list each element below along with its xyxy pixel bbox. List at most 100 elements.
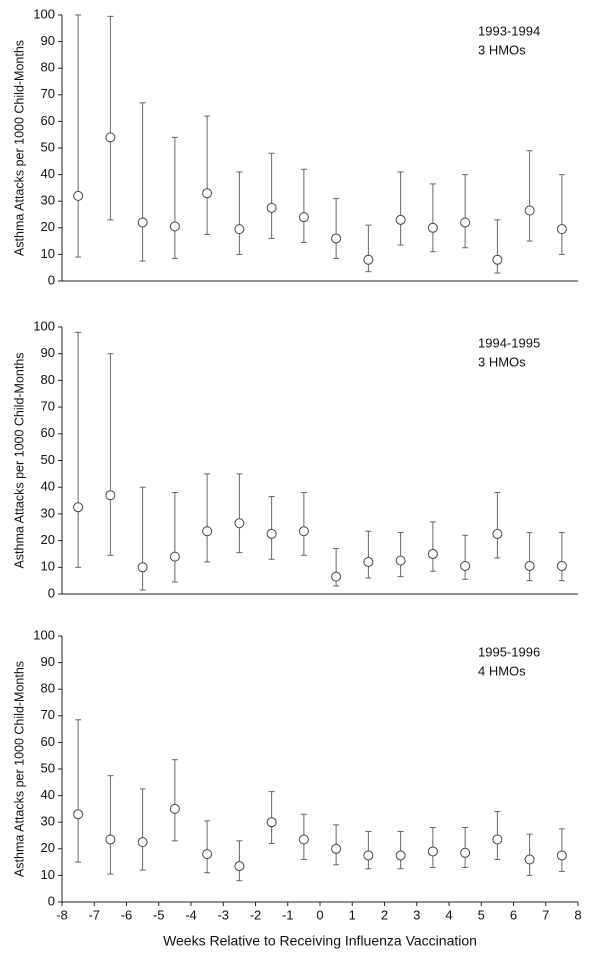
y-tick-label: 20 bbox=[41, 532, 55, 547]
annotation: 1995-1996 bbox=[478, 644, 540, 659]
point bbox=[298, 526, 309, 537]
y-tick-label: 10 bbox=[41, 559, 55, 574]
point bbox=[202, 849, 213, 860]
point bbox=[298, 212, 309, 223]
y-tick-label: 0 bbox=[48, 893, 55, 908]
y-tick-label: 40 bbox=[41, 166, 55, 181]
point bbox=[363, 556, 374, 567]
y-tick-label: 20 bbox=[41, 840, 55, 855]
y-tick-label: 50 bbox=[41, 139, 55, 154]
point bbox=[363, 850, 374, 861]
point bbox=[137, 217, 148, 228]
point bbox=[298, 834, 309, 845]
point bbox=[524, 854, 535, 865]
point bbox=[427, 548, 438, 559]
point bbox=[234, 861, 245, 872]
x-tick-label: -6 bbox=[121, 907, 133, 922]
x-tick-label: 4 bbox=[445, 907, 452, 922]
point bbox=[427, 846, 438, 857]
point bbox=[556, 850, 567, 861]
point bbox=[105, 834, 116, 845]
point bbox=[556, 560, 567, 571]
x-tick-label: 7 bbox=[542, 907, 549, 922]
x-tick-label: -2 bbox=[250, 907, 262, 922]
y-tick-label: 100 bbox=[33, 627, 55, 642]
y-tick-label: 30 bbox=[41, 505, 55, 520]
x-tick-label: -7 bbox=[88, 907, 100, 922]
point bbox=[395, 850, 406, 861]
point bbox=[169, 551, 180, 562]
y-tick-label: 40 bbox=[41, 787, 55, 802]
y-axis-label: Asthma Attacks per 1000 Child-Months bbox=[12, 661, 26, 877]
y-tick-label: 90 bbox=[41, 33, 55, 48]
point bbox=[492, 528, 503, 539]
point bbox=[137, 837, 148, 848]
point bbox=[460, 217, 471, 228]
point bbox=[169, 803, 180, 814]
point bbox=[105, 490, 116, 501]
point bbox=[395, 214, 406, 225]
point bbox=[363, 254, 374, 265]
point bbox=[73, 502, 84, 513]
y-tick-label: 60 bbox=[41, 425, 55, 440]
x-tick-label: 3 bbox=[413, 907, 420, 922]
y-tick-label: 30 bbox=[41, 193, 55, 208]
point bbox=[460, 847, 471, 858]
point bbox=[395, 555, 406, 566]
y-tick-label: 50 bbox=[41, 452, 55, 467]
annotation: 3 HMOs bbox=[478, 354, 526, 369]
y-tick-label: 50 bbox=[41, 760, 55, 775]
point bbox=[427, 222, 438, 233]
point bbox=[492, 834, 503, 845]
y-tick-label: 0 bbox=[48, 272, 55, 287]
point bbox=[202, 188, 213, 199]
x-tick-label: 8 bbox=[574, 907, 581, 922]
point bbox=[331, 843, 342, 854]
point bbox=[137, 562, 148, 573]
point bbox=[492, 254, 503, 265]
annotation: 1994-1995 bbox=[478, 335, 540, 350]
point bbox=[266, 202, 277, 213]
annotation: 1993-1994 bbox=[478, 23, 540, 38]
point bbox=[331, 571, 342, 582]
y-tick-label: 20 bbox=[41, 219, 55, 234]
point bbox=[524, 560, 535, 571]
y-tick-label: 80 bbox=[41, 681, 55, 696]
x-tick-label: -1 bbox=[282, 907, 294, 922]
y-tick-label: 70 bbox=[41, 399, 55, 414]
point bbox=[524, 205, 535, 216]
y-tick-label: 80 bbox=[41, 60, 55, 75]
point bbox=[73, 190, 84, 201]
y-tick-label: 100 bbox=[33, 6, 55, 21]
point bbox=[202, 526, 213, 537]
point bbox=[556, 224, 567, 235]
y-tick-label: 80 bbox=[41, 372, 55, 387]
x-tick-label: -5 bbox=[153, 907, 165, 922]
x-tick-label: -4 bbox=[185, 907, 197, 922]
x-axis-label: Weeks Relative to Receiving Influenza Va… bbox=[163, 933, 477, 949]
annotation: 4 HMOs bbox=[478, 663, 526, 678]
x-tick-label: 6 bbox=[510, 907, 517, 922]
y-tick-label: 70 bbox=[41, 707, 55, 722]
y-tick-label: 70 bbox=[41, 86, 55, 101]
y-tick-label: 60 bbox=[41, 734, 55, 749]
y-tick-label: 40 bbox=[41, 479, 55, 494]
point bbox=[105, 132, 116, 143]
point bbox=[266, 817, 277, 828]
point bbox=[169, 221, 180, 232]
x-tick-label: 0 bbox=[316, 907, 323, 922]
point bbox=[234, 518, 245, 529]
y-tick-label: 60 bbox=[41, 113, 55, 128]
point bbox=[73, 809, 84, 820]
y-tick-label: 90 bbox=[41, 654, 55, 669]
y-tick-label: 30 bbox=[41, 814, 55, 829]
x-tick-label: 2 bbox=[381, 907, 388, 922]
y-axis-label: Asthma Attacks per 1000 Child-Months bbox=[12, 352, 26, 568]
y-tick-label: 10 bbox=[41, 867, 55, 882]
y-tick-label: 0 bbox=[48, 585, 55, 600]
annotation: 3 HMOs bbox=[478, 42, 526, 57]
y-tick-label: 10 bbox=[41, 246, 55, 261]
point bbox=[266, 528, 277, 539]
point bbox=[331, 233, 342, 244]
